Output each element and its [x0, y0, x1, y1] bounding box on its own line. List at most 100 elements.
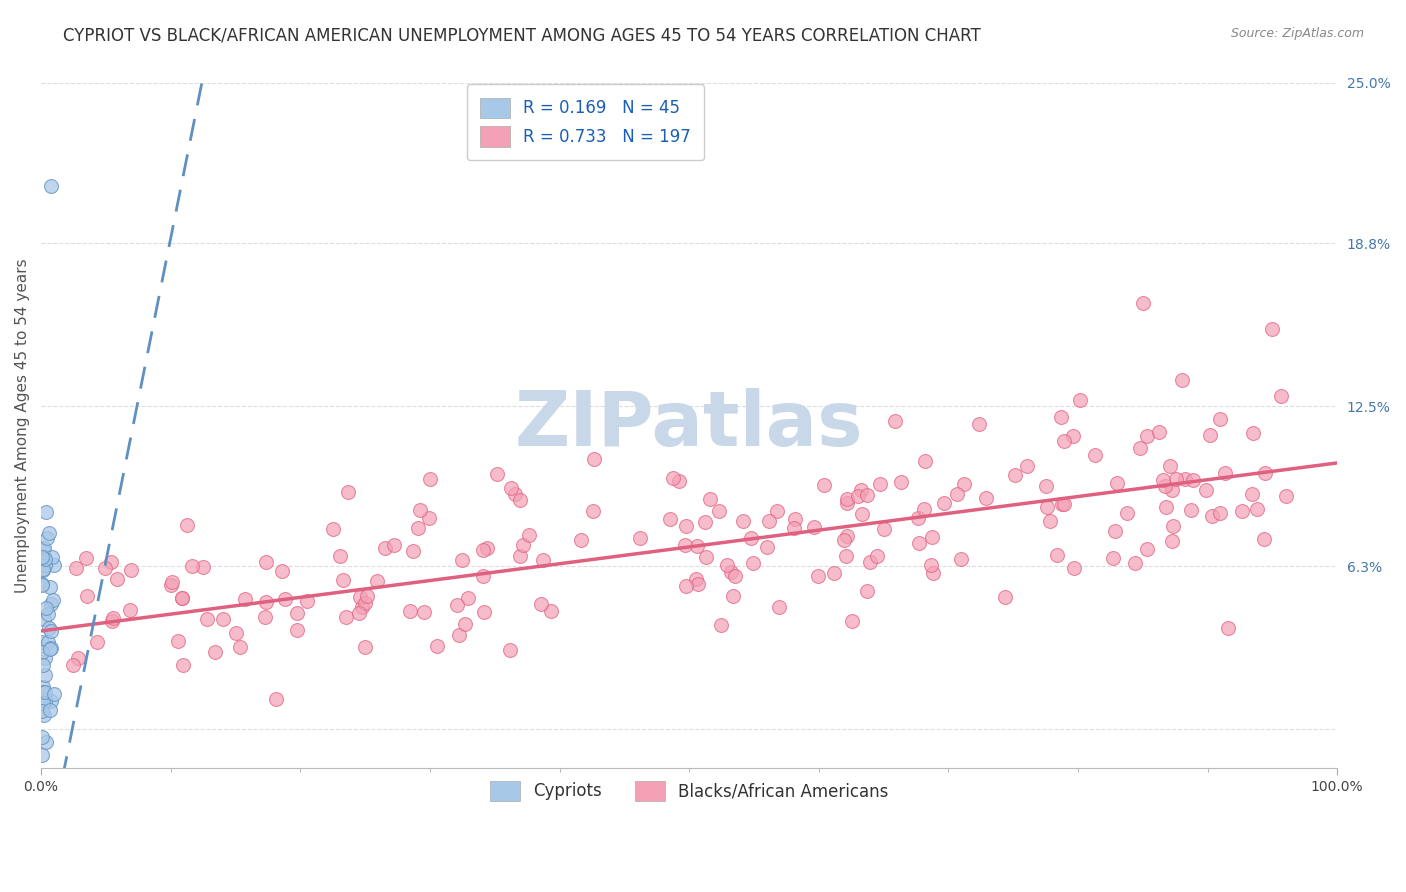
Point	[741, 556, 763, 570]
Text: Source: ZipAtlas.com: Source: ZipAtlas.com	[1230, 27, 1364, 40]
Point	[740, 531, 762, 545]
Point	[512, 538, 534, 552]
Point	[329, 549, 352, 563]
Point	[1084, 448, 1107, 462]
Point	[39, 580, 62, 594]
Point	[803, 520, 825, 534]
Text: ZIPatlas: ZIPatlas	[515, 388, 863, 462]
Point	[454, 616, 477, 631]
Point	[42, 558, 65, 573]
Point	[873, 522, 896, 536]
Point	[65, 560, 87, 574]
Point	[890, 475, 912, 489]
Point	[93, 561, 115, 575]
Point	[509, 493, 531, 508]
Point	[869, 477, 891, 491]
Point	[1159, 458, 1181, 473]
Point	[1104, 524, 1126, 538]
Point	[1123, 557, 1146, 571]
Point	[204, 644, 226, 658]
Point	[38, 621, 60, 635]
Point	[758, 514, 780, 528]
Point	[695, 549, 717, 564]
Point	[31, 680, 53, 694]
Point	[39, 640, 62, 655]
Point	[31, 730, 53, 744]
Point	[1199, 427, 1222, 442]
Point	[34, 552, 56, 566]
Point	[531, 553, 554, 567]
Point	[835, 496, 858, 510]
Point	[823, 566, 845, 580]
Point	[1069, 393, 1091, 408]
Point	[274, 591, 297, 606]
Point	[336, 485, 359, 500]
Point	[755, 540, 778, 554]
Point	[457, 591, 479, 605]
Point	[31, 563, 53, 577]
Point	[1240, 487, 1263, 501]
Point	[170, 591, 193, 605]
Point	[34, 651, 56, 665]
Point	[332, 574, 354, 588]
Point	[32, 611, 55, 625]
Point	[1136, 541, 1159, 556]
Point	[949, 551, 972, 566]
Point	[34, 668, 56, 682]
Point	[1132, 295, 1154, 310]
Point	[658, 511, 681, 525]
Point	[75, 550, 97, 565]
Point	[932, 495, 955, 509]
Point	[1115, 506, 1137, 520]
Point	[1194, 483, 1216, 497]
Point	[101, 614, 124, 628]
Point	[851, 507, 873, 521]
Point	[813, 478, 835, 492]
Point	[412, 605, 434, 619]
Point	[1017, 459, 1039, 474]
Point	[349, 590, 371, 604]
Point	[32, 708, 55, 723]
Point	[768, 599, 790, 614]
Point	[685, 539, 707, 553]
Point	[285, 623, 308, 637]
Point	[1107, 475, 1129, 490]
Point	[721, 590, 744, 604]
Point	[1216, 621, 1239, 635]
Point	[1170, 373, 1192, 387]
Point	[686, 577, 709, 591]
Point	[1129, 441, 1152, 455]
Point	[835, 529, 858, 543]
Point	[851, 483, 873, 497]
Point	[356, 589, 378, 603]
Point	[1152, 473, 1174, 487]
Point	[37, 607, 59, 621]
Point	[1201, 509, 1223, 524]
Point	[406, 521, 429, 535]
Point	[366, 574, 388, 589]
Point	[912, 502, 935, 516]
Point	[766, 504, 789, 518]
Point	[707, 504, 730, 518]
Point	[1004, 467, 1026, 482]
Point	[783, 512, 806, 526]
Point	[1243, 426, 1265, 441]
Point	[1213, 466, 1236, 480]
Point	[1208, 507, 1230, 521]
Point	[1154, 479, 1177, 493]
Point	[1035, 479, 1057, 493]
Point	[38, 525, 60, 540]
Point	[994, 590, 1017, 604]
Point	[37, 635, 59, 649]
Point	[297, 594, 319, 608]
Legend: Cypriots, Blacks/African Americans: Cypriots, Blacks/African Americans	[477, 767, 903, 814]
Point	[418, 510, 440, 524]
Point	[270, 565, 292, 579]
Point	[409, 502, 432, 516]
Point	[1246, 502, 1268, 516]
Point	[1036, 500, 1059, 515]
Point	[350, 600, 373, 615]
Point	[540, 605, 562, 619]
Point	[1052, 497, 1074, 511]
Point	[159, 578, 181, 592]
